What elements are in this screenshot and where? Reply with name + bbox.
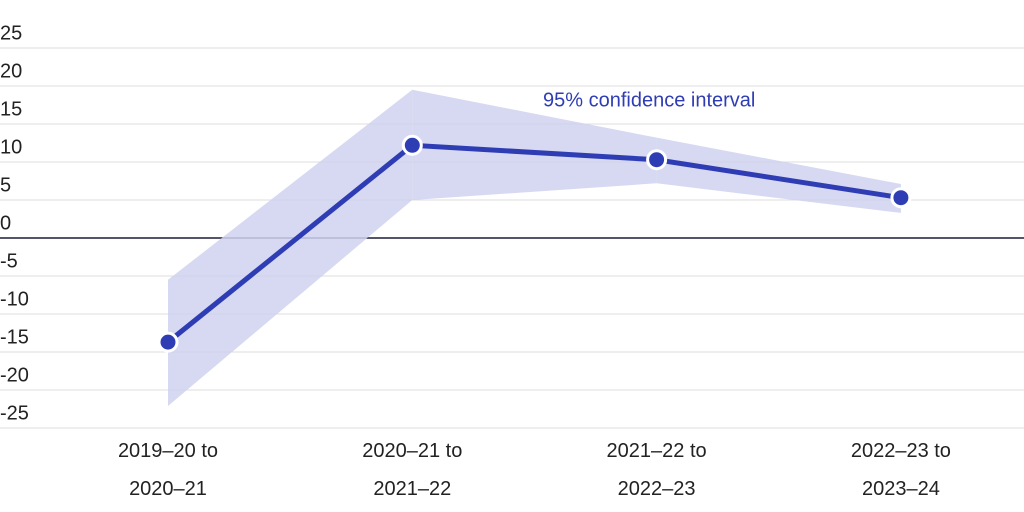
confidence-band [168,89,413,406]
confidence-band [412,89,657,200]
x-tick-label: 2020–21 to 2021–22 [362,440,463,500]
point [157,331,179,353]
x-tick-label: 2021–22 to 2022–23 [606,440,707,500]
x-tick-label: 2019–20 to 2020–21 [117,440,219,500]
annotation: 95% confidence interval [543,89,755,111]
y-tick-label: 25 [0,22,22,44]
y-tick-label: -5 [0,250,18,272]
y-tick-label: 0 [0,212,11,234]
y-tick-label: -25 [0,402,29,424]
y-tick-label: -10 [0,288,29,310]
point [646,149,668,171]
y-tick-label: 10 [0,136,22,158]
y-tick-label: -20 [0,364,29,386]
point [401,134,423,156]
y-tick-label: -15 [0,326,29,348]
x-tick-label: 2022–23 to 2023–24 [850,440,951,500]
confidence-band [656,137,901,213]
y-tick-label: 15 [0,98,22,120]
line [166,142,902,345]
point [890,187,912,209]
y-tick-label: 5 [0,174,11,196]
y-tick-label: 20 [0,60,22,82]
